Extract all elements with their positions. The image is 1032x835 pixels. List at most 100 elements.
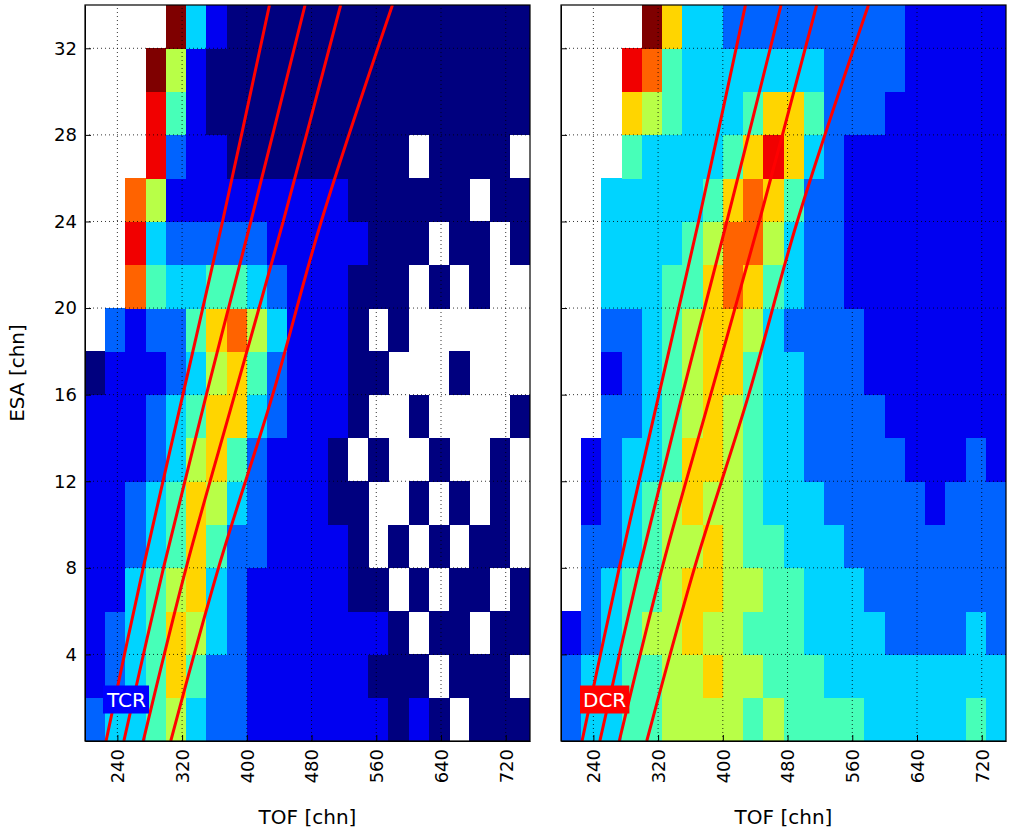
heatmap-cell [703, 611, 724, 655]
heatmap-cell [449, 654, 470, 698]
heatmap-cell [966, 481, 987, 525]
heatmap-cell [125, 308, 146, 352]
grid-line [376, 5, 377, 741]
heatmap-cell [166, 395, 187, 439]
tick [561, 481, 567, 482]
tick: 24 [54, 211, 91, 232]
heatmap-cell [844, 568, 865, 612]
heatmap-cell [723, 48, 744, 92]
heatmap-cell [905, 568, 926, 612]
heatmap-cell [186, 178, 207, 222]
heatmap-cell [348, 178, 369, 222]
heatmap-cell [784, 611, 805, 655]
heatmap-cell [986, 568, 1006, 612]
heatmap-cell [267, 525, 288, 569]
heatmap-cell [682, 698, 703, 741]
heatmap-cell [986, 525, 1006, 569]
heatmap-cell [601, 308, 622, 352]
heatmap-cell [784, 654, 805, 698]
heatmap-cell [267, 611, 288, 655]
heatmap-cell [166, 135, 187, 179]
heatmap-cell [763, 438, 784, 482]
heatmap-cell [824, 611, 845, 655]
heatmap-cell [925, 654, 946, 698]
tick-label: 4 [66, 644, 77, 665]
plot-background [561, 5, 1006, 741]
heatmap-cell [146, 48, 167, 92]
heatmap-cell [429, 48, 450, 92]
panel-label: TCR [103, 686, 149, 714]
heatmap-cell [429, 698, 450, 741]
tick-label: 480 [301, 749, 322, 783]
heatmap-cell [388, 178, 409, 222]
tick-mark [658, 735, 659, 741]
heatmap-cell [186, 48, 207, 92]
heatmap-cell [925, 221, 946, 265]
series-line [582, 5, 745, 741]
heatmap-cell [348, 395, 369, 439]
heatmap-cell [287, 698, 308, 741]
heatmap-cell [287, 654, 308, 698]
heatmap-cell [409, 568, 430, 612]
heatmap-cell [844, 92, 865, 136]
heatmap-cell [368, 351, 389, 395]
heatmap-cell [601, 481, 622, 525]
heatmap-cell [864, 48, 885, 92]
grid-line [85, 481, 530, 482]
heatmap-cell [864, 178, 885, 222]
heatmap-cell [328, 698, 349, 741]
tick: 560 [842, 735, 863, 783]
panel-label-text: TCR [106, 688, 146, 712]
heatmap-cell [945, 438, 966, 482]
heatmap-cell [125, 221, 146, 265]
tick: 400 [713, 735, 734, 783]
grid-line [561, 221, 1006, 222]
heatmap-cell [287, 438, 308, 482]
heatmap-cell [328, 48, 349, 92]
heatmap-cell [308, 178, 329, 222]
tick-mark [561, 48, 567, 49]
heatmap-cell [925, 698, 946, 741]
tick: 32 [54, 38, 91, 59]
plot-background [85, 5, 530, 741]
heatmap-cell [662, 5, 683, 49]
heatmap-cell [85, 698, 106, 741]
heatmap-cell [348, 611, 369, 655]
heatmap-cell [966, 525, 987, 569]
heatmap-cell [925, 48, 946, 92]
tick-mark [788, 735, 789, 741]
heatmap-cell [642, 221, 663, 265]
tick-mark [561, 568, 567, 569]
heatmap-cell [986, 5, 1006, 49]
grid-line [85, 308, 530, 309]
tick: 720 [496, 735, 517, 783]
heatmap-cell [945, 92, 966, 136]
heatmap-cell [409, 481, 430, 525]
heatmap-cell [844, 438, 865, 482]
tick: 4 [66, 644, 91, 665]
y-axis [561, 6, 567, 742]
heatmap-cell [388, 698, 409, 741]
heatmap-cell [449, 568, 470, 612]
heatmap-cell [723, 654, 744, 698]
heatmap-cell [348, 135, 369, 179]
heatmap-cell [449, 351, 470, 395]
tick-mark [247, 735, 248, 741]
heatmap-cell [490, 698, 511, 741]
heatmap-cell [864, 221, 885, 265]
heatmap-cell [682, 654, 703, 698]
tick: 12 [54, 470, 91, 491]
heatmap-cell [703, 308, 724, 352]
plot-frame [85, 5, 530, 741]
heatmap-cell [267, 481, 288, 525]
heatmap-cell [945, 178, 966, 222]
heatmap-cell [905, 438, 926, 482]
tick [561, 308, 567, 309]
panel-label-box [580, 686, 629, 714]
grid-line [85, 48, 530, 49]
heatmap-cell [945, 525, 966, 569]
tick-label: 240 [583, 749, 604, 783]
heatmap-cell [864, 481, 885, 525]
heatmap-cell [824, 178, 845, 222]
tick: 20 [54, 297, 91, 318]
